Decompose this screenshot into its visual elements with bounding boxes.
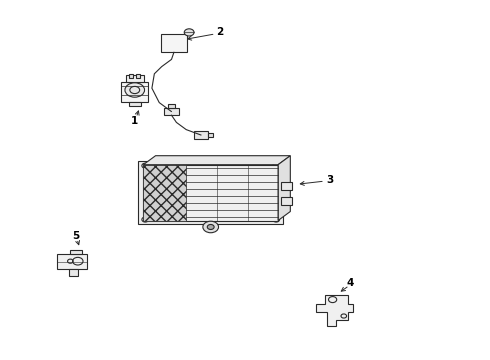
Polygon shape [194,131,208,139]
Polygon shape [69,269,78,275]
Circle shape [203,221,219,233]
Polygon shape [122,82,148,102]
Polygon shape [281,182,292,189]
Text: 3: 3 [326,175,333,185]
Polygon shape [129,102,141,106]
Polygon shape [168,104,175,108]
Polygon shape [281,197,292,204]
Text: 2: 2 [216,27,223,37]
Polygon shape [143,165,186,220]
Polygon shape [143,165,278,220]
Polygon shape [164,108,179,115]
Polygon shape [208,133,213,137]
Polygon shape [316,296,353,325]
Text: 4: 4 [346,278,354,288]
Text: 5: 5 [73,231,79,241]
Text: 1: 1 [131,116,138,126]
Polygon shape [278,156,290,220]
Polygon shape [143,156,290,165]
Polygon shape [57,254,87,269]
Circle shape [207,225,214,230]
Polygon shape [161,34,187,52]
Polygon shape [129,74,133,77]
Polygon shape [126,76,144,82]
Polygon shape [71,249,81,254]
Circle shape [184,29,194,36]
Polygon shape [138,161,283,224]
Circle shape [125,83,145,97]
Polygon shape [136,74,140,77]
